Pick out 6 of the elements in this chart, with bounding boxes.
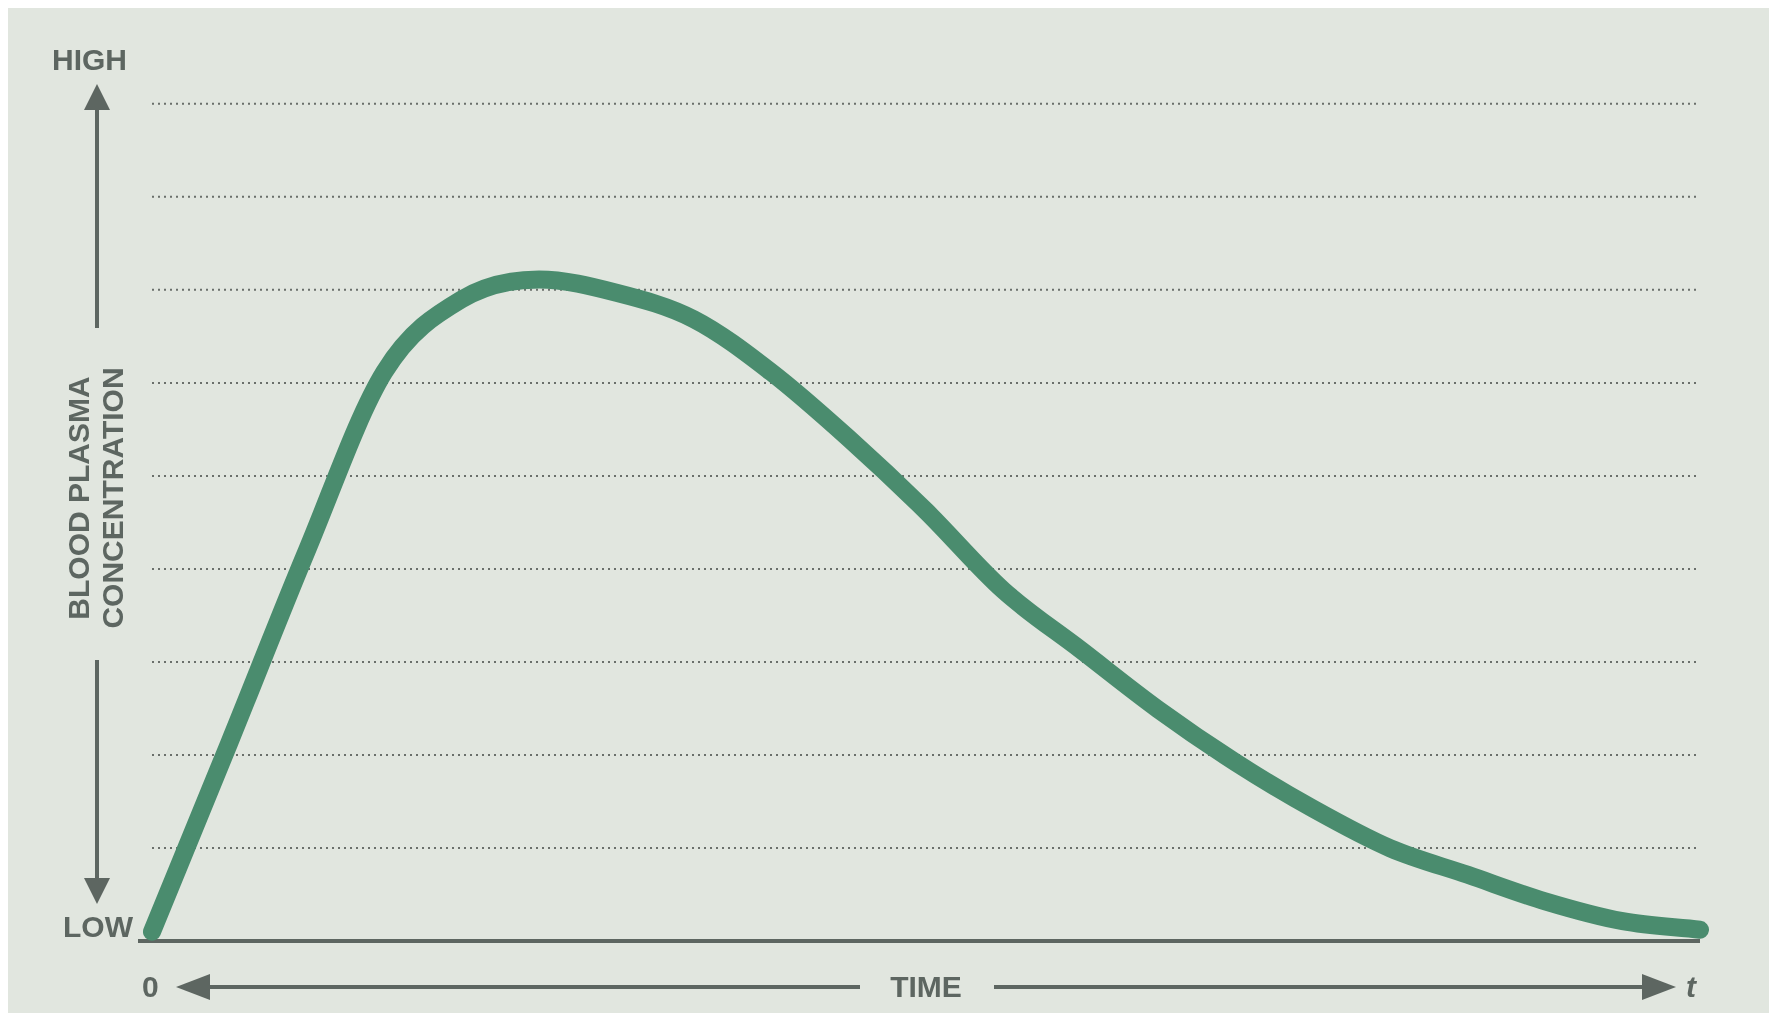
text: t (1686, 970, 1696, 1004)
text: HIGH (52, 43, 127, 77)
y-axis-title: BLOOD PLASMA CONCENTRATION (62, 366, 130, 631)
x-axis-title: TIME (890, 970, 962, 1004)
text: 0 (142, 970, 159, 1004)
text: LOW (63, 910, 133, 944)
